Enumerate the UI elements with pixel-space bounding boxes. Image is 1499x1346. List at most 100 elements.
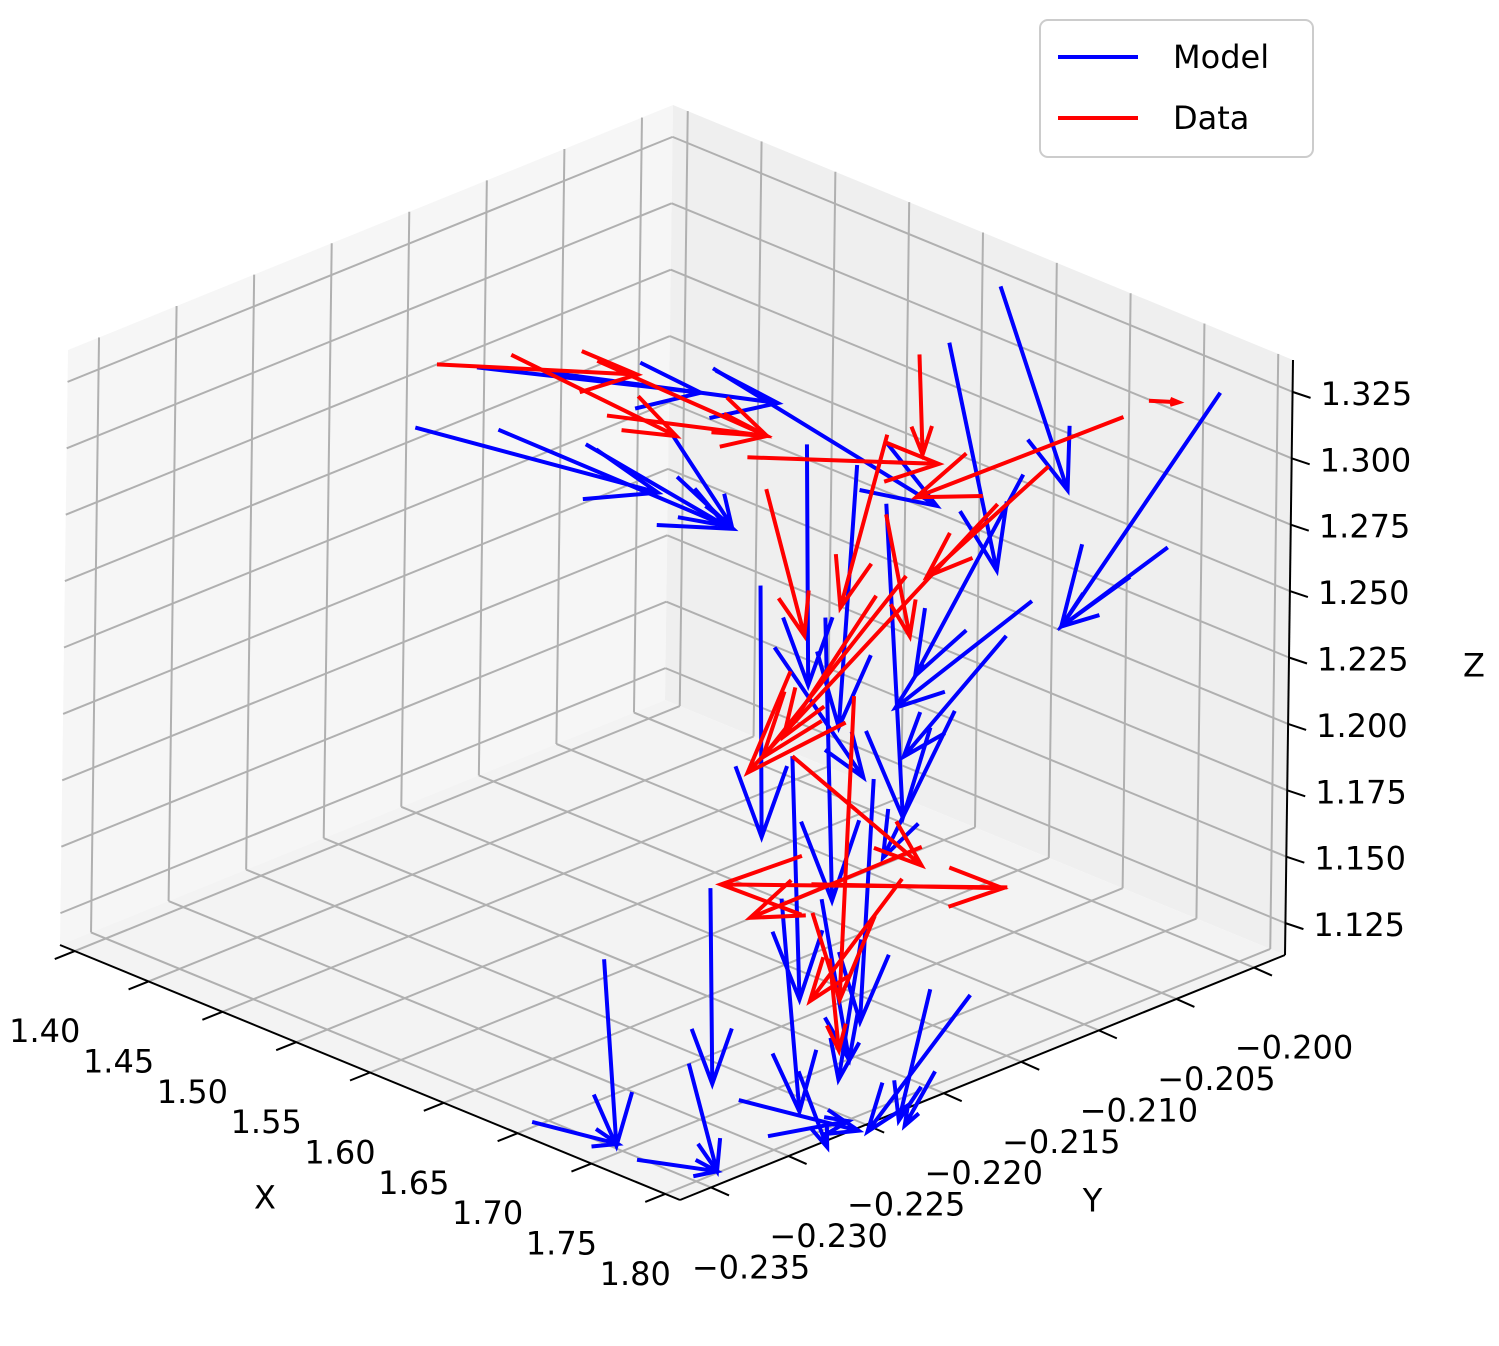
grid-line — [222, 765, 828, 1013]
arrow — [636, 1157, 723, 1179]
grid-line — [65, 268, 672, 516]
legend: Model Data — [1039, 19, 1314, 158]
arrow — [828, 939, 864, 1086]
grid-line — [148, 735, 754, 983]
x-tick-label: 1.70 — [452, 1194, 523, 1232]
y-axis-title: Y — [1082, 1182, 1103, 1220]
arrow — [764, 488, 811, 642]
arrow — [1056, 545, 1169, 630]
grid-line — [670, 268, 1292, 526]
x-tick — [571, 1162, 592, 1173]
x-tick-label: 1.80 — [600, 1255, 671, 1293]
z-axis-line — [1284, 359, 1294, 956]
x-tick — [497, 1132, 518, 1143]
y-tick — [788, 1155, 807, 1165]
arrow — [689, 888, 734, 1090]
z-tick — [1290, 523, 1310, 532]
z-tick — [1286, 789, 1306, 798]
y-tick-label: −0.235 — [692, 1248, 810, 1286]
grid-line — [669, 335, 1291, 593]
x-tick-label: 1.60 — [304, 1134, 375, 1172]
arrow — [901, 1070, 937, 1131]
arrow — [998, 285, 1072, 496]
grid-line — [168, 900, 789, 1157]
arrow — [892, 988, 933, 1127]
z-tick — [1291, 457, 1310, 466]
legend-box — [1039, 19, 1314, 158]
arrow — [767, 1115, 855, 1139]
arrow — [770, 756, 825, 1006]
grid-line — [63, 401, 670, 649]
arrow — [825, 958, 848, 1057]
x-axis-line — [59, 944, 681, 1201]
grid-line — [62, 467, 669, 715]
y-tick-label: −0.215 — [1002, 1123, 1120, 1161]
panes — [60, 105, 1293, 1200]
arrow — [810, 696, 877, 1006]
z-tick-label: 1.250 — [1318, 574, 1410, 612]
arrow — [837, 778, 891, 1028]
y-tick — [1176, 998, 1195, 1008]
grid-line — [665, 600, 1287, 858]
x-tick — [349, 1071, 371, 1082]
z-tick — [1289, 590, 1309, 599]
grid-line — [60, 600, 667, 848]
x-tick — [275, 1041, 297, 1052]
grid-line — [67, 135, 673, 383]
x-tick-label: 1.45 — [83, 1042, 154, 1080]
x-tick — [54, 950, 76, 960]
arrow — [670, 433, 735, 531]
arrow — [910, 415, 1125, 500]
arrow — [806, 877, 904, 1006]
arrow — [909, 354, 934, 461]
y-tick — [943, 1092, 963, 1103]
arrow — [1148, 396, 1185, 407]
x-tick-label: 1.50 — [157, 1073, 228, 1111]
arrow — [799, 617, 862, 907]
z-tick — [1288, 656, 1308, 665]
x-tick — [128, 980, 149, 991]
x-tick — [202, 1010, 223, 1021]
legend-label: Data — [1173, 99, 1249, 137]
grid-line — [665, 667, 1286, 925]
x-tick — [644, 1193, 666, 1203]
z-tick — [1292, 390, 1311, 399]
arrow — [531, 1120, 624, 1149]
y-tick — [1253, 966, 1273, 977]
y-tick-label: −0.225 — [847, 1186, 965, 1224]
x-axis-title: X — [254, 1179, 276, 1217]
grid-line — [245, 868, 867, 1126]
arrow — [899, 634, 1008, 762]
grid-line — [633, 711, 1255, 969]
x-tick-label: 1.40 — [9, 1012, 80, 1050]
y-tick-label: −0.200 — [1235, 1029, 1353, 1067]
grid-line — [443, 856, 1050, 1104]
x-tick-label: 1.75 — [526, 1225, 597, 1263]
legend-label: Model — [1173, 38, 1269, 76]
arrow — [833, 434, 890, 614]
arrow — [584, 442, 731, 529]
grid-line — [61, 534, 668, 782]
x-tick-label: 1.65 — [378, 1164, 449, 1202]
z-tick — [1287, 722, 1307, 731]
grid-line — [295, 796, 902, 1044]
x-tick-label: 1.55 — [231, 1103, 302, 1141]
grid-line — [672, 135, 1293, 393]
arrow — [606, 412, 773, 449]
z-tick-label: 1.300 — [1320, 441, 1412, 479]
arrow — [747, 440, 945, 484]
grid-line — [66, 202, 673, 450]
arrow — [791, 754, 926, 870]
y-tick — [1020, 1060, 1040, 1071]
z-tick-label: 1.200 — [1316, 707, 1408, 745]
arrow — [733, 585, 789, 843]
grid-line — [666, 534, 1288, 792]
arrow — [780, 594, 878, 742]
grid-line — [60, 667, 666, 915]
y-tick-label: −0.210 — [1080, 1091, 1198, 1129]
y-tick-label: −0.220 — [925, 1154, 1043, 1192]
grid-line — [671, 202, 1293, 460]
grid-line — [517, 887, 1123, 1135]
x-tick — [423, 1101, 445, 1112]
z-tick — [1285, 922, 1304, 931]
